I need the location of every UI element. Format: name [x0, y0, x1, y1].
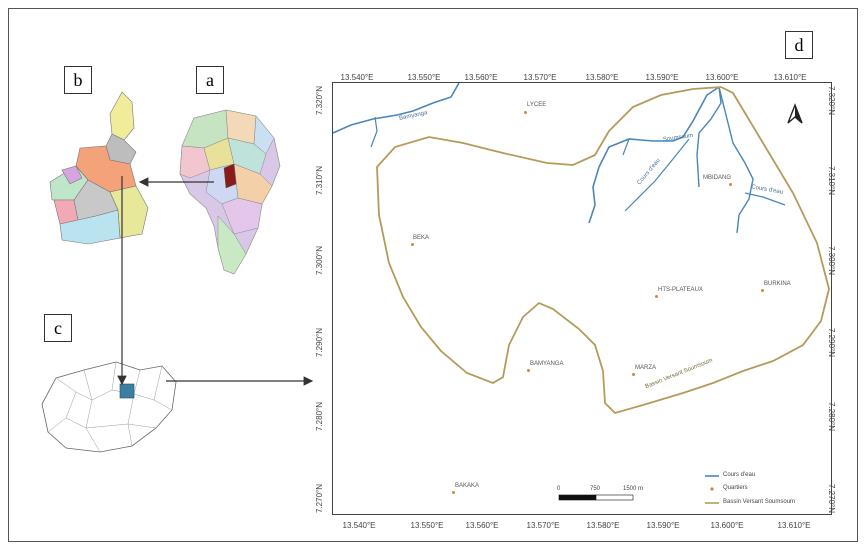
scale-bar-segment-2 [595, 494, 634, 501]
place-dot-mbidang [729, 183, 732, 186]
place-dot-burkina [761, 289, 764, 292]
y-tick-left: 7.300°N [315, 246, 324, 275]
africa-map [179, 109, 281, 275]
y-tick-right: 7.320°N [827, 86, 836, 115]
river-cours-deau [624, 138, 690, 212]
watershed-boundary [376, 86, 830, 415]
x-tick-bottom: 13.610°E [777, 521, 811, 530]
y-tick-right: 7.300°N [827, 246, 836, 275]
x-tick-top: 13.580°E [585, 73, 619, 82]
x-tick-top: 13.550°E [407, 73, 441, 82]
place-dot-beka [411, 243, 414, 246]
y-tick-left: 7.280°N [315, 402, 324, 431]
place-label-hts-plateaux: HTS-PLATEAUX [658, 287, 703, 293]
y-tick-right: 7.310°N [827, 166, 836, 195]
x-tick-top: 13.570°E [523, 73, 557, 82]
legend-item-quartiers: Quartiers [723, 485, 748, 491]
scale-label-750: 750 [590, 486, 601, 492]
place-dot-marza [632, 373, 635, 376]
panel-label-c: c [44, 314, 72, 342]
watershed-map: LYCEE BEKA MBIDANG HTS-PLATEAUX BURKINA … [332, 82, 832, 515]
panel-label-a: a [196, 66, 224, 94]
x-tick-top: 13.560°E [464, 73, 498, 82]
place-label-beka: BEKA [413, 235, 430, 241]
x-tick-bottom: 13.550°E [410, 521, 444, 530]
place-label-bamyanga: BAMYANGA [530, 361, 564, 367]
river-small-branch [622, 138, 630, 156]
scale-label-1500: 1500 m [623, 486, 644, 492]
place-dot-bamyanga [527, 369, 530, 372]
y-tick-right: 7.270°N [827, 484, 836, 513]
watershed-map-canvas [333, 83, 830, 504]
place-label-marza: MARZA [635, 365, 656, 371]
river-mbidang [696, 86, 722, 188]
y-tick-left: 7.320°N [315, 86, 324, 115]
y-tick-right: 7.290°N [827, 328, 836, 357]
scale-bar-segment-1 [558, 494, 597, 501]
x-tick-bottom: 13.560°E [465, 521, 499, 530]
x-tick-bottom: 13.600°E [710, 521, 744, 530]
place-label-burkina: BURKINA [764, 281, 791, 287]
place-label-bakaka: BAKAKA [455, 483, 480, 489]
y-tick-left: 7.270°N [315, 484, 324, 513]
scale-label-0: 0 [557, 486, 561, 492]
river-bamyanga [333, 83, 460, 134]
river-east [718, 86, 754, 234]
river-soumsoum [588, 86, 720, 224]
legend-dot-quartiers [710, 487, 714, 491]
cameroon-map [49, 91, 149, 245]
place-label-mbidang: MBIDANG [703, 175, 732, 181]
river-tributary-west [370, 116, 378, 148]
place-dot-hts-plateaux [655, 295, 658, 298]
y-tick-right: 7.280°N [827, 402, 836, 431]
river-east-branch [744, 192, 786, 206]
x-tick-bottom: 13.580°E [586, 521, 620, 530]
place-dot-lycee [524, 111, 527, 114]
legend-item-river: Cours d'eau [723, 472, 756, 478]
x-tick-bottom: 13.540°E [342, 521, 376, 530]
place-dot-bakaka [452, 491, 455, 494]
y-tick-left: 7.310°N [315, 166, 324, 195]
north-arrow-fill [795, 105, 802, 123]
place-label-lycee: LYCEE [527, 102, 547, 108]
x-tick-top: 13.590°E [645, 73, 679, 82]
x-tick-top: 13.600°E [705, 73, 739, 82]
x-tick-top: 13.540°E [340, 73, 374, 82]
figure-frame [8, 8, 858, 542]
x-tick-bottom: 13.570°E [526, 521, 560, 530]
panel-label-b: b [64, 66, 92, 94]
legend-item-basin: Bassin Versant Soumsoum [723, 499, 796, 505]
x-tick-top: 13.610°E [773, 73, 807, 82]
x-tick-bottom: 13.590°E [646, 521, 680, 530]
panel-label-d: d [785, 31, 813, 59]
region-map [41, 361, 177, 453]
y-tick-left: 7.290°N [315, 328, 324, 357]
